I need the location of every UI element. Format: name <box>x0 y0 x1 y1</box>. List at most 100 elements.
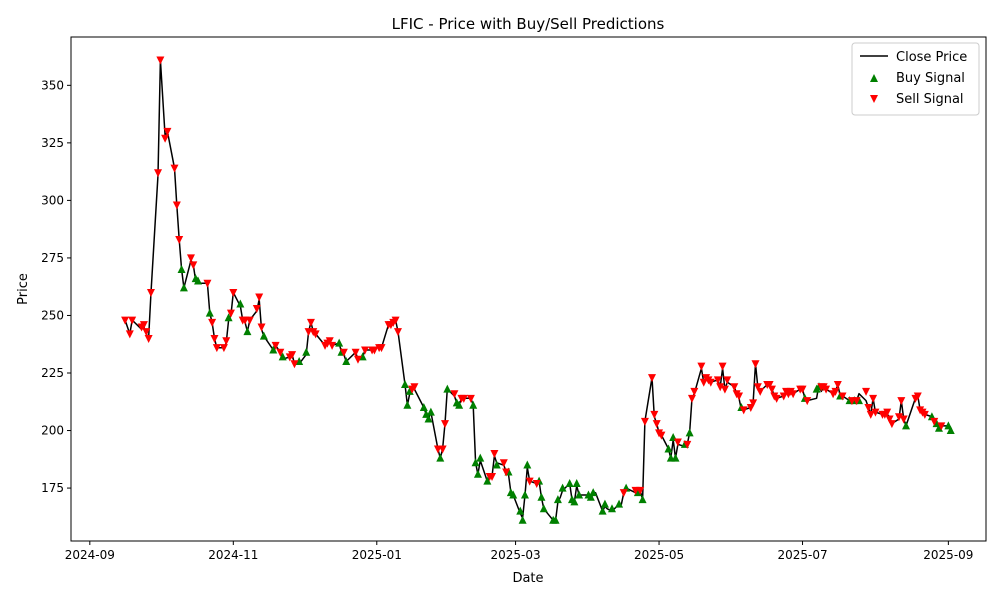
buy-signal-marker <box>565 478 574 487</box>
sell-signal-marker <box>749 399 758 408</box>
sell-signal-marker <box>619 489 628 498</box>
sell-signal-marker <box>121 316 130 325</box>
buy-signal-marker <box>205 308 214 317</box>
sell-signal-marker <box>897 397 906 406</box>
sell-signal-marker <box>139 321 148 330</box>
buy-signal-marker <box>295 356 304 365</box>
y-axis: 175 200 225 250 275 300 325 350 <box>41 78 71 495</box>
sell-signal-marker <box>161 134 170 143</box>
sell-signal-marker <box>361 346 370 355</box>
sell-signal-marker <box>339 348 348 357</box>
sell-signal-marker <box>142 328 151 337</box>
sell-signal-marker <box>525 477 534 486</box>
legend-buy-label: Buy Signal <box>896 71 965 86</box>
legend-sell-marker <box>870 95 878 103</box>
sell-signal-marker <box>720 385 729 394</box>
sell-signal-marker <box>687 394 696 403</box>
buy-signal-marker <box>443 384 452 393</box>
sell-signal-marker <box>753 383 762 392</box>
sell-signal-marker <box>306 318 315 327</box>
sell-signal-marker <box>351 348 360 357</box>
sell-signal-marker <box>128 316 137 325</box>
y-tick-label: 200 <box>41 424 64 438</box>
sell-signal-marker <box>459 394 468 403</box>
sell-signal-marker <box>852 397 861 406</box>
y-tick-label: 250 <box>41 308 64 322</box>
buy-signal-marker <box>469 400 478 409</box>
buy-signal-marker <box>419 403 428 412</box>
sell-signal-marker <box>657 431 666 440</box>
buy-signal-marker <box>358 352 367 361</box>
buy-signal-marker <box>436 453 445 462</box>
buy-signal-marker <box>586 492 595 501</box>
sell-signal-marker <box>831 387 840 396</box>
y-tick-label: 300 <box>41 193 64 207</box>
sell-signal-marker <box>203 279 212 288</box>
sell-signal-marker <box>756 387 765 396</box>
buy-signal-marker <box>403 400 412 409</box>
buy-signal-marker <box>405 386 414 395</box>
buy-signal-marker <box>509 490 518 499</box>
buy-signal-marker <box>177 264 186 273</box>
sell-signal-marker <box>410 383 419 392</box>
markers-layer <box>121 56 955 524</box>
buy-signal-marker <box>608 504 617 513</box>
buy-signal-marker <box>934 423 943 432</box>
sell-signal-marker <box>377 344 386 353</box>
sell-signal-marker <box>920 410 929 419</box>
sell-signal-marker <box>393 328 402 337</box>
buy-signal-marker <box>553 495 562 504</box>
sell-signal-marker <box>730 383 739 392</box>
plot-area <box>121 56 955 524</box>
sell-signal-marker <box>208 318 217 327</box>
sell-signal-marker <box>490 450 499 459</box>
x-tick-label: 2025-09 <box>923 548 973 562</box>
sell-signal-marker <box>767 385 776 394</box>
sell-signal-marker <box>697 362 706 371</box>
sell-signal-marker <box>502 468 511 477</box>
sell-signal-marker <box>862 387 871 396</box>
buy-signal-marker <box>685 428 694 437</box>
buy-signal-marker <box>194 276 203 285</box>
x-tick-label: 2025-01 <box>352 548 402 562</box>
buy-signal-marker <box>902 421 911 430</box>
buy-signal-marker <box>671 453 680 462</box>
sell-signal-marker <box>271 341 280 350</box>
y-tick-label: 225 <box>41 366 64 380</box>
buy-signal-marker <box>259 331 268 340</box>
buy-signal-marker <box>335 338 344 347</box>
x-tick-label: 2024-11 <box>208 548 258 562</box>
y-axis-label: Price <box>16 273 31 305</box>
buy-signal-marker <box>633 488 642 497</box>
sell-signal-marker <box>189 261 198 270</box>
x-tick-label: 2024-09 <box>65 548 115 562</box>
sell-signal-marker <box>690 387 699 396</box>
x-tick-label: 2025-03 <box>490 548 540 562</box>
sell-signal-marker <box>673 438 682 447</box>
y-tick-label: 325 <box>41 136 64 150</box>
buy-signal-marker <box>516 506 525 515</box>
sell-signal-marker <box>255 293 264 302</box>
sell-signal-marker <box>210 334 219 343</box>
sell-signal-marker <box>723 376 732 385</box>
buy-signal-marker <box>589 488 598 497</box>
buy-signal-marker <box>946 426 955 435</box>
sell-signal-marker <box>913 392 922 401</box>
buy-signal-marker <box>518 515 527 524</box>
sell-signal-marker <box>650 410 659 419</box>
sell-signal-marker <box>172 201 181 210</box>
sell-signal-marker <box>175 236 184 245</box>
sell-signal-marker <box>170 164 179 173</box>
plot-frame <box>70 36 987 542</box>
sell-signal-marker <box>466 394 475 403</box>
sell-signal-marker <box>864 404 873 413</box>
sell-signal-marker <box>154 169 163 178</box>
sell-signal-marker <box>311 330 320 339</box>
buy-signal-marker <box>483 476 492 485</box>
sell-signal-marker <box>146 288 155 297</box>
sell-signal-marker <box>716 383 725 392</box>
buy-signal-marker <box>520 490 529 499</box>
sell-signal-marker <box>353 355 362 364</box>
sell-signal-marker <box>713 376 722 385</box>
